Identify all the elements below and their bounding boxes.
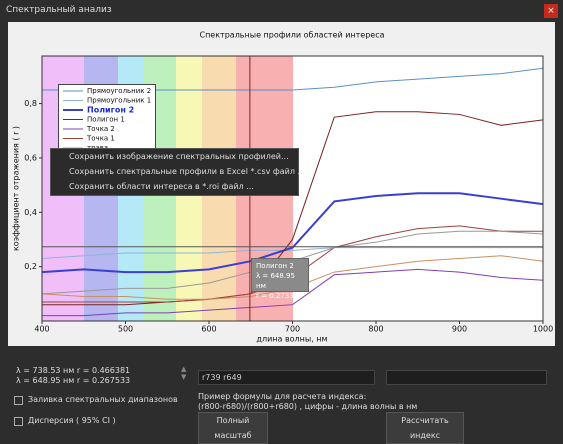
checkbox-label: Дисперсия ( 95% CI ) (28, 416, 116, 425)
series-line (42, 111, 544, 306)
x-tick-label: 900 (452, 325, 467, 334)
window-title: Спектральный анализ (6, 5, 112, 15)
x-tick-label: 700 (285, 325, 300, 334)
hint: (r800-r680)/(r800+r680) , цифры - длина … (198, 402, 418, 411)
menu-item[interactable]: Сохранить изображение спектральных профи… (69, 152, 289, 161)
series-line (41, 192, 544, 274)
legend-label: Точка 1 (86, 135, 115, 143)
context-menu: Сохранить изображение спектральных профи… (50, 148, 306, 196)
legend-label: Полигон 2 (87, 106, 134, 115)
tooltip-line: Полигон 2 (256, 262, 294, 270)
chart-title: Спектральные профили областей интереса (199, 31, 384, 40)
close-button[interactable]: × (544, 4, 558, 18)
checkbox[interactable] (14, 396, 23, 405)
y-tick-label: 0,8 (24, 99, 37, 108)
y-axis-label: коэффициент отражения ( r ) (12, 126, 21, 251)
readout: λ = 648.95 нм r = 0.267533 (16, 376, 131, 385)
menu-item[interactable]: Сохранить спектральные профили в Excel *… (69, 167, 306, 176)
legend-label: Точка 2 (86, 125, 115, 133)
hint: Пример формулы для расчета индекса: (198, 392, 367, 401)
checkbox-label: Заливка спектральных диапазонов (28, 395, 178, 404)
y-tick-label: 0,2 (24, 262, 37, 271)
result-input[interactable] (386, 370, 547, 385)
series-line (42, 268, 544, 317)
tooltip: Полигон 2 λ = 648.95 нм r = 0.273318 (251, 258, 309, 300)
legend-label: Прямоугольник 2 (87, 87, 151, 95)
formula-input[interactable]: r739 r649 (198, 370, 375, 385)
tooltip-line: λ = 648.95 нм (256, 272, 295, 290)
plot-border (41, 55, 544, 322)
x-tick-label: 800 (368, 325, 383, 334)
spin[interactable]: ▲ ▼ (181, 365, 187, 381)
x-axis-label: длина волны, нм (256, 335, 327, 344)
legend-label: Прямоугольник 1 (87, 97, 151, 105)
legend-label: Полигон 1 (87, 116, 125, 124)
checkbox[interactable] (14, 417, 23, 426)
x-tick-label: 1000 (533, 325, 553, 334)
menu-item[interactable]: Сохранить области интереса в *.roi файл … (69, 182, 254, 191)
series-line (41, 247, 543, 259)
tooltip-line: r = 0.273318 (256, 292, 303, 300)
button[interactable]: Полный масштаб (198, 412, 268, 444)
y-tick-label: 0,4 (24, 208, 37, 217)
x-tick-label: 400 (34, 325, 49, 334)
x-tick-label: 600 (201, 325, 216, 334)
x-tick-label: 500 (118, 325, 133, 334)
readout: λ = 738.53 нм r = 0.466381 (16, 366, 131, 375)
button[interactable]: Рассчитать индекс (386, 412, 464, 444)
y-tick-label: 0,6 (24, 153, 37, 162)
